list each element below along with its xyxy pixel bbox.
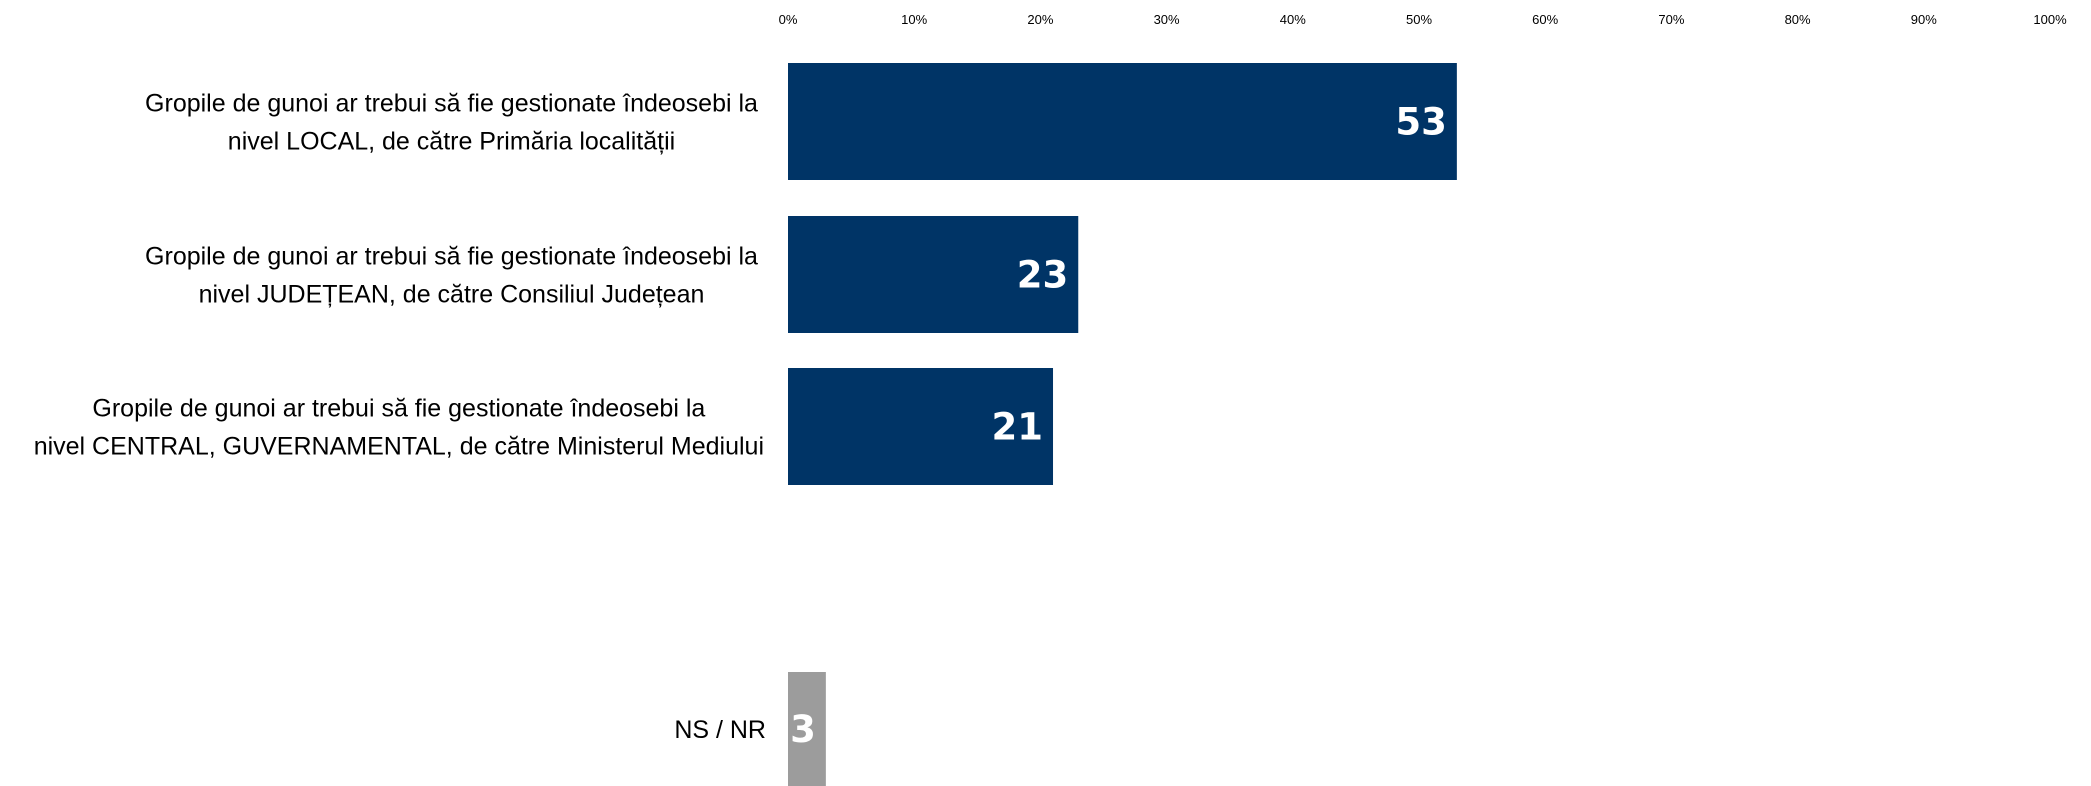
bar-value-label: 3 — [790, 708, 816, 751]
category-label-line: nivel JUDEȚEAN, de către Consiliul Județ… — [199, 281, 705, 309]
x-tick-label: 90% — [1911, 12, 1937, 27]
bars — [788, 63, 1457, 786]
bar — [788, 672, 826, 786]
category-label-line: nivel LOCAL, de către Primăria localităț… — [228, 128, 675, 156]
value-labels: 53 23 21 3 — [790, 101, 1447, 752]
category-label-line: Gropile de gunoi ar trebui să fie gestio… — [145, 243, 758, 271]
category-labels: Gropile de gunoi ar trebui să fie gestio… — [34, 90, 766, 745]
x-tick-label: 80% — [1785, 12, 1811, 27]
category-label-line: Gropile de gunoi ar trebui să fie gestio… — [145, 90, 758, 118]
x-tick-label: 100% — [2033, 12, 2067, 27]
x-tick-label: 20% — [1027, 12, 1053, 27]
x-tick-label: 10% — [901, 12, 927, 27]
bar-value-label: 23 — [1017, 254, 1069, 297]
x-tick-label: 70% — [1658, 12, 1684, 27]
bar — [788, 63, 1457, 180]
x-axis-ticks: 0% 10% 20% 30% 40% 50% 60% 70% 80% 90% 100% — [779, 12, 2067, 27]
x-tick-label: 50% — [1406, 12, 1432, 27]
x-tick-label: 0% — [779, 12, 798, 27]
category-label: Gropile de gunoi ar trebui să fie gestio… — [145, 243, 758, 309]
bar-value-label: 21 — [992, 406, 1044, 449]
category-label-line: nivel CENTRAL, GUVERNAMENTAL, de către M… — [34, 433, 764, 461]
category-label: Gropile de gunoi ar trebui să fie gestio… — [34, 395, 764, 461]
bar — [788, 368, 1054, 485]
x-tick-label: 30% — [1154, 12, 1180, 27]
category-label-line: Gropile de gunoi ar trebui să fie gestio… — [92, 395, 705, 423]
bar-value-label: 53 — [1395, 101, 1447, 144]
category-label: NS / NR — [674, 716, 766, 744]
x-tick-label: 40% — [1280, 12, 1306, 27]
x-tick-label: 60% — [1532, 12, 1558, 27]
category-label-line: NS / NR — [674, 716, 766, 744]
category-label: Gropile de gunoi ar trebui să fie gestio… — [145, 90, 758, 156]
bar — [788, 216, 1079, 333]
